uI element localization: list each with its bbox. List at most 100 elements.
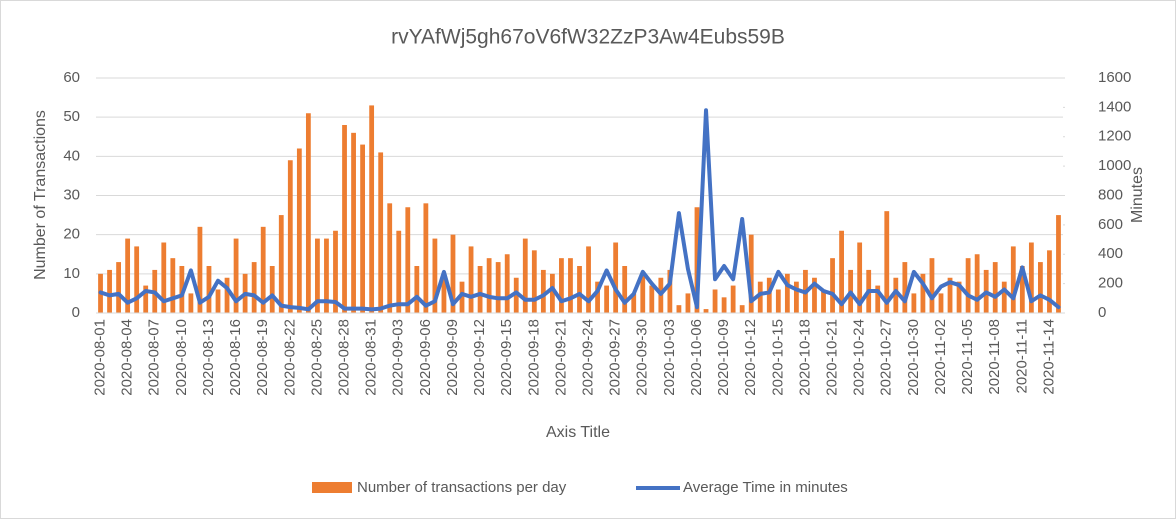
bar	[1019, 266, 1025, 313]
bar	[477, 266, 483, 313]
bar	[974, 254, 980, 313]
x-tick-label: 2020-09-18	[525, 319, 542, 396]
bar	[893, 277, 899, 313]
bar	[812, 277, 817, 313]
bar	[125, 238, 131, 313]
bar	[965, 258, 971, 313]
y-axis-title: Number of Transactions	[32, 110, 49, 280]
bar	[793, 281, 799, 313]
y-tick-label: 20	[63, 226, 80, 243]
bar	[522, 238, 528, 313]
bar	[1038, 262, 1043, 313]
bar	[278, 215, 284, 313]
bar	[360, 144, 366, 313]
bar	[956, 281, 962, 313]
bar	[387, 203, 393, 313]
bar	[586, 246, 591, 313]
bar	[495, 262, 501, 313]
bar	[857, 242, 863, 313]
y2-tick-label: 600	[1098, 216, 1123, 233]
x-tick-label: 2020-09-09	[444, 319, 461, 396]
x-tick-label: 2020-08-25	[308, 319, 325, 396]
x-tick-label: 2020-09-06	[417, 319, 434, 396]
bar	[568, 258, 573, 313]
bar	[1001, 281, 1007, 313]
bar	[631, 293, 637, 313]
x-tick-label: 2020-11-11	[1013, 319, 1030, 394]
bar	[215, 289, 221, 313]
bar	[468, 246, 474, 313]
bar	[884, 211, 890, 313]
legend-label: Number of transactions per day	[357, 479, 567, 496]
bar	[685, 293, 691, 313]
x-tick-label: 2020-08-01	[91, 319, 108, 396]
bar	[730, 285, 736, 313]
line	[98, 108, 1061, 312]
x-tick-label: 2020-10-03	[661, 319, 678, 396]
bar	[333, 230, 338, 313]
y-tick-label: 60	[63, 69, 80, 86]
y2-axis-title: Minutes	[1129, 167, 1146, 223]
x-tick-label: 2020-09-21	[552, 319, 569, 396]
bar	[766, 277, 772, 313]
bar	[269, 266, 275, 313]
bar	[757, 281, 763, 313]
x-tick-label: 2020-10-09	[715, 319, 732, 396]
bar	[351, 132, 356, 313]
bar	[694, 207, 700, 313]
x-tick-label: 2020-10-06	[688, 319, 705, 396]
y-tick-label: 30	[63, 186, 80, 203]
bar	[107, 269, 112, 313]
bar	[396, 230, 402, 313]
bar	[432, 238, 438, 313]
x-tick-label: 2020-10-27	[878, 319, 895, 396]
x-tick-label: 2020-08-13	[200, 319, 217, 396]
bar	[486, 258, 492, 313]
x-tick-label: 2020-08-04	[119, 319, 136, 396]
bar	[540, 269, 546, 313]
y-tick-label: 40	[63, 147, 80, 164]
x-tick-label: 2020-10-30	[905, 319, 922, 396]
bar	[459, 281, 465, 313]
bar	[784, 273, 790, 313]
bar	[595, 281, 600, 313]
x-tick-label: 2020-09-03	[390, 319, 407, 396]
bar	[441, 273, 447, 313]
bar	[170, 258, 176, 313]
bar	[233, 238, 239, 313]
bar	[640, 273, 646, 313]
bar	[450, 234, 456, 313]
bar	[296, 148, 302, 313]
bar	[676, 305, 682, 313]
bar	[287, 160, 293, 313]
x-tick-label: 2020-11-08	[986, 319, 1003, 395]
bar	[1056, 215, 1061, 313]
x-tick-label: 2020-08-28	[335, 319, 352, 396]
bar	[613, 242, 619, 313]
x-tick-label: 2020-10-24	[851, 319, 868, 396]
bar	[739, 305, 745, 313]
bar	[414, 266, 420, 313]
bar	[378, 152, 384, 313]
x-tick-label: 2020-11-02	[932, 319, 949, 395]
x-tick-label: 2020-10-15	[769, 319, 786, 396]
bar	[179, 266, 185, 313]
bar	[712, 289, 718, 313]
bar	[504, 254, 510, 313]
bar	[549, 273, 555, 313]
bar	[604, 285, 610, 313]
bar	[748, 234, 754, 313]
y2-tick-label: 400	[1098, 245, 1123, 262]
bar	[938, 293, 944, 313]
y-tick-label: 10	[63, 265, 80, 282]
bar	[622, 266, 628, 313]
x-tick-label: 2020-10-21	[824, 319, 841, 396]
x-tick-label: 2020-08-07	[146, 319, 163, 396]
y-tick-label: 0	[72, 304, 80, 321]
bar	[559, 258, 564, 313]
bar	[531, 250, 537, 313]
bar	[577, 266, 582, 313]
x-tick-label: 2020-11-14	[1040, 319, 1057, 395]
bar	[197, 226, 203, 313]
